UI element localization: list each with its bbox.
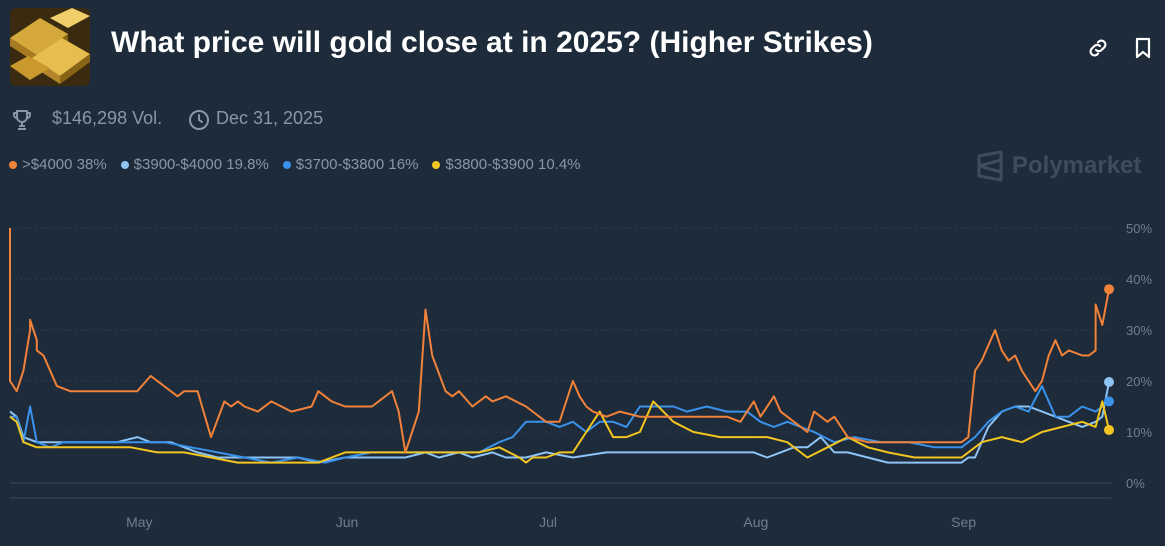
- chart-end-dots: [1104, 284, 1114, 435]
- y-tick-label: 50%: [1126, 221, 1152, 236]
- x-tick-label: Aug: [743, 514, 768, 530]
- y-tick-label: 0%: [1126, 476, 1145, 491]
- chart-grid: [10, 227, 1111, 499]
- legend-item-3700-3800[interactable]: $3700-$3800 16%: [282, 156, 419, 173]
- series-end-dot: [1104, 396, 1114, 407]
- x-tick-label: May: [126, 514, 152, 530]
- link-icon[interactable]: [1086, 36, 1110, 60]
- legend-label: $3900-$4000 19.8%: [133, 156, 269, 173]
- series-line: [9, 228, 1110, 454]
- chart-legend: >$4000 38% $3900-$4000 19.8% $3700-$3800…: [9, 156, 581, 173]
- y-tick-label: 40%: [1126, 272, 1152, 287]
- bookmark-icon[interactable]: [1131, 36, 1155, 60]
- page-title: What price will gold close at in 2025? (…: [111, 26, 873, 59]
- legend-item-3900-4000[interactable]: $3900-$4000 19.8%: [120, 156, 269, 173]
- legend-item-3800-3900[interactable]: $3800-$3900 10.4%: [432, 156, 581, 173]
- series-line: [9, 400, 1110, 464]
- chart-lines: [9, 228, 1110, 464]
- x-tick-label: Sep: [951, 514, 976, 530]
- volume-text: $146,298 Vol.: [52, 108, 163, 128]
- polymarket-brand: Polymarket: [976, 150, 1141, 182]
- brand-name: Polymarket: [1012, 152, 1142, 179]
- x-tick-label: Jul: [539, 514, 557, 530]
- y-tick-label: 10%: [1126, 425, 1152, 440]
- legend-label: $3700-$3800 16%: [295, 156, 419, 173]
- y-tick-label: 30%: [1126, 323, 1152, 338]
- legend-dot: [282, 160, 291, 169]
- series-end-dot: [1104, 284, 1114, 295]
- legend-label: $3800-$3900 10.4%: [445, 156, 581, 173]
- series-end-dot: [1104, 377, 1114, 388]
- x-tick-label: Jun: [336, 514, 359, 530]
- end-date-text: Dec 31, 2025: [216, 108, 324, 128]
- legend-dot: [432, 160, 441, 169]
- legend-item-over-4000[interactable]: >$4000 38%: [9, 156, 107, 173]
- trophy-icon: [10, 108, 34, 132]
- market-thumbnail: [10, 8, 90, 86]
- polymarket-logo-icon: [977, 150, 1003, 182]
- gold-bars-image: [10, 8, 90, 86]
- legend-label: >$4000 38%: [22, 156, 107, 173]
- series-line: [10, 385, 1110, 464]
- y-axis-labels: 50% 40% 30% 20% 10% 0%: [1126, 221, 1152, 491]
- x-axis-labels: May Jun Jul Aug Sep: [126, 514, 976, 530]
- y-tick-label: 20%: [1126, 374, 1152, 389]
- clock-icon: [187, 108, 211, 132]
- legend-dot: [9, 160, 17, 169]
- legend-dot: [120, 160, 129, 169]
- series-end-dot: [1104, 424, 1114, 435]
